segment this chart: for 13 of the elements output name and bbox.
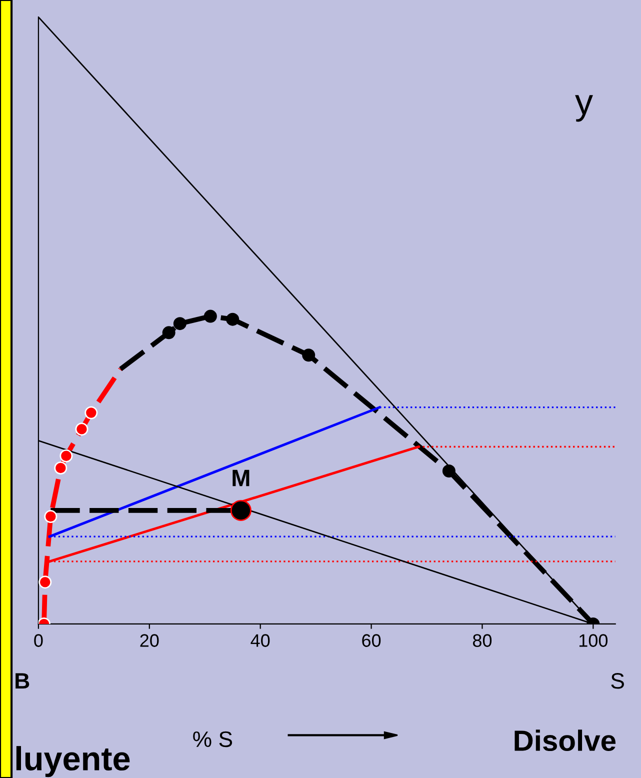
x-tick-label: 60 [362, 634, 381, 647]
text: S [611, 673, 624, 689]
annotation: M [232, 470, 250, 486]
text: Disolve [514, 730, 616, 752]
annotation: y [575, 95, 593, 122]
text: % S [193, 731, 232, 748]
x-tick-label: 100 [579, 634, 608, 647]
x-tick-label: 0 [34, 634, 43, 647]
x-tick-label: 80 [472, 634, 492, 647]
text: B [16, 673, 30, 689]
x-tick-label: 20 [140, 634, 159, 647]
x-tick-label: 40 [250, 634, 270, 647]
text: luyente [16, 746, 130, 778]
